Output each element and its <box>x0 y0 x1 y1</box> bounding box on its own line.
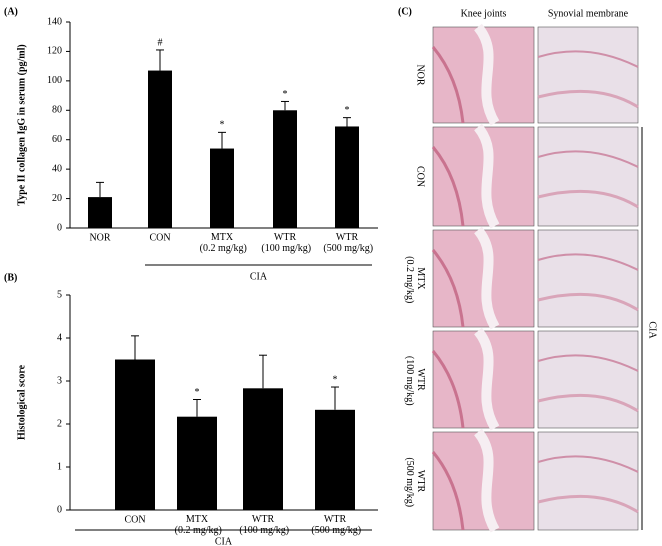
bar <box>115 359 155 510</box>
histology-image <box>537 330 639 429</box>
y-tick-label: 0 <box>57 504 62 515</box>
significance-mark: * <box>283 89 288 100</box>
y-tick-label: 40 <box>52 163 62 174</box>
joint-gap <box>473 428 500 533</box>
row-label: WTR (500 mg/kg) <box>404 455 426 507</box>
column-header: Synovial membrane <box>548 8 629 19</box>
membrane <box>537 354 639 372</box>
tissue <box>431 350 465 429</box>
histology-image <box>431 23 535 126</box>
joint-gap <box>473 226 500 330</box>
bar <box>273 110 297 228</box>
column-header: Knee joints <box>461 8 507 19</box>
joint-gap <box>473 327 500 431</box>
y-tick-label: 100 <box>47 75 62 86</box>
y-tick-label: 0 <box>57 222 62 233</box>
histology-image <box>431 428 535 533</box>
membrane <box>537 393 639 413</box>
group-label: CIA <box>250 271 268 282</box>
histology-image <box>431 123 535 229</box>
image-background <box>537 229 639 328</box>
row-label: NOR <box>415 64 426 85</box>
membrane <box>537 494 639 514</box>
image-background <box>537 330 639 429</box>
y-tick-label: 3 <box>57 375 62 386</box>
membrane <box>537 253 639 271</box>
significance-mark: # <box>158 37 163 48</box>
significance-mark: * <box>345 105 350 116</box>
x-tick-label: WTR (100 mg/kg) <box>259 232 311 254</box>
image-background <box>537 431 639 531</box>
membrane <box>537 292 639 312</box>
histology-image <box>537 229 639 328</box>
image-background <box>537 26 639 124</box>
y-tick-label: 4 <box>57 332 62 343</box>
y-tick-label: 80 <box>52 105 62 116</box>
group-label: CIA <box>647 321 658 339</box>
histology-image <box>537 26 639 124</box>
row-label: WTR (100 mg/kg) <box>404 353 426 405</box>
bar <box>88 197 112 228</box>
y-tick-label: 20 <box>52 193 62 204</box>
panel-label: (C) <box>398 6 412 17</box>
bar <box>335 126 359 228</box>
bar <box>243 388 283 510</box>
tissue <box>431 451 465 531</box>
x-tick-label: WTR (100 mg/kg) <box>237 514 289 536</box>
y-tick-label: 2 <box>57 418 62 429</box>
histology-image <box>537 126 639 227</box>
y-tick-label: 5 <box>57 289 62 300</box>
y-tick-label: 60 <box>52 134 62 145</box>
y-axis-label: Type II collagen IgG in serum (pg/ml) <box>16 44 27 205</box>
row-label: CON <box>415 166 426 187</box>
significance-mark: * <box>220 120 225 131</box>
x-tick-label: CON <box>149 232 170 243</box>
histology-image <box>537 431 639 531</box>
significance-mark: * <box>333 374 338 385</box>
image-background <box>537 126 639 227</box>
panel-label: (B) <box>4 272 17 283</box>
row-label: MTX (0.2 mg/kg) <box>404 254 426 304</box>
bar <box>177 416 217 510</box>
x-tick-label: CON <box>124 514 145 525</box>
group-label: CIA <box>215 536 233 546</box>
y-tick-label: 1 <box>57 461 62 472</box>
bar <box>148 70 172 228</box>
membrane <box>537 189 639 209</box>
x-tick-label: WTR (500 mg/kg) <box>309 514 361 536</box>
tissue <box>431 146 465 227</box>
histology-image <box>431 226 535 330</box>
y-axis-label: Histological score <box>16 364 27 440</box>
x-tick-label: NOR <box>89 232 110 243</box>
x-tick-label: WTR (500 mg/kg) <box>321 232 373 254</box>
membrane <box>537 89 639 109</box>
y-tick-label: 120 <box>47 46 62 57</box>
x-tick-label: MTX (0.2 mg/kg) <box>197 232 247 254</box>
joint-gap <box>473 23 500 126</box>
histology-image <box>431 327 535 431</box>
tissue <box>431 249 465 328</box>
membrane <box>537 455 639 473</box>
membrane <box>537 50 639 68</box>
bar <box>315 409 355 510</box>
significance-mark: * <box>195 387 200 398</box>
membrane <box>537 150 639 168</box>
joint-gap <box>473 123 500 229</box>
bar <box>210 148 234 228</box>
panel-label: (A) <box>4 6 18 17</box>
tissue <box>431 46 465 124</box>
x-tick-label: MTX (0.2 mg/kg) <box>172 514 222 536</box>
y-tick-label: 140 <box>47 16 62 27</box>
